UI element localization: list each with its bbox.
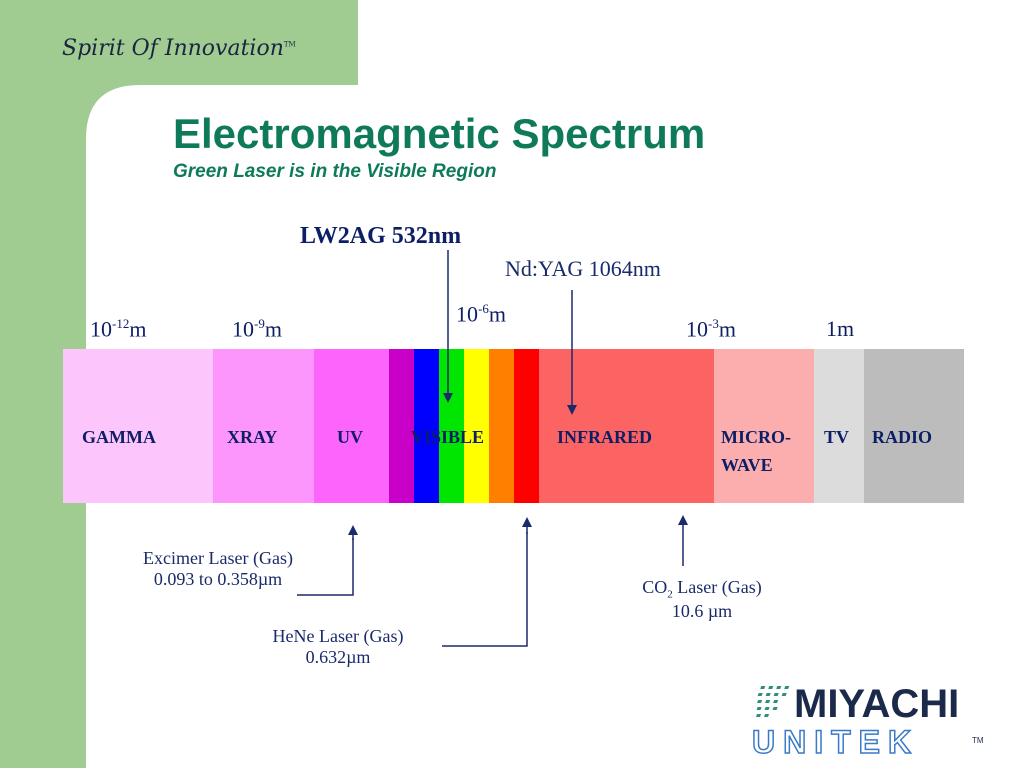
band-label-uv: UV (337, 427, 363, 447)
visible-stripe-red (514, 349, 539, 503)
logo-miyachi-text: MIYACHI (794, 682, 960, 726)
visible-stripe-orange (489, 349, 514, 503)
scale-label-1e-6: 10-6m (456, 301, 506, 327)
excimer-leader (297, 538, 354, 596)
visible-stripe-green (439, 349, 464, 503)
band-label-gamma: GAMMA (82, 427, 156, 447)
logo-tm: TM (972, 736, 984, 745)
slide-title: Electromagnetic Spectrum (173, 110, 706, 157)
visible-stripe-violet (389, 349, 414, 503)
band-label-tv: TV (824, 427, 850, 447)
hene-leader (442, 532, 528, 647)
scale-label-1m: 1m (826, 316, 855, 341)
band-xray (213, 349, 314, 503)
lw2ag-label: LW2AG 532nm (300, 223, 462, 249)
band-radio (864, 349, 964, 503)
visible-stripe-blue (414, 349, 439, 503)
slide-subtitle: Green Laser is in the Visible Region (173, 161, 497, 182)
band-tv (814, 349, 864, 503)
tagline: Spirit Of InnovationTM (62, 36, 296, 61)
scale-label-1e-12: 10-12m (90, 316, 147, 342)
band-label-microwave-1: MICRO- (721, 427, 791, 447)
co2-label: CO2 Laser (Gas) 10.6 µm (642, 577, 762, 621)
band-microwave (714, 349, 814, 503)
logo-unitek-text: UNITEK (751, 723, 920, 761)
band-label-xray: XRAY (227, 427, 278, 447)
band-label-infrared: INFRARED (557, 427, 653, 447)
excimer-label: Excimer Laser (Gas) 0.093 to 0.358µm (143, 548, 293, 589)
miyachi-logo-mark (755, 686, 790, 717)
hene-label: HeNe Laser (Gas) 0.632µm (272, 626, 404, 667)
band-uv (314, 349, 389, 503)
band-label-radio: RADIO (872, 427, 933, 447)
band-gamma (63, 349, 213, 503)
visible-stripe-yellow (464, 349, 489, 503)
scale-label-1e-9: 10-9m (232, 316, 282, 342)
band-infrared (539, 349, 714, 503)
band-label-microwave-2: WAVE (721, 455, 773, 475)
band-label-visible: VISIBLE (411, 427, 485, 447)
scale-label-1e-3: 10-3m (686, 316, 736, 342)
ndyag-label: Nd:YAG 1064nm (505, 256, 661, 281)
